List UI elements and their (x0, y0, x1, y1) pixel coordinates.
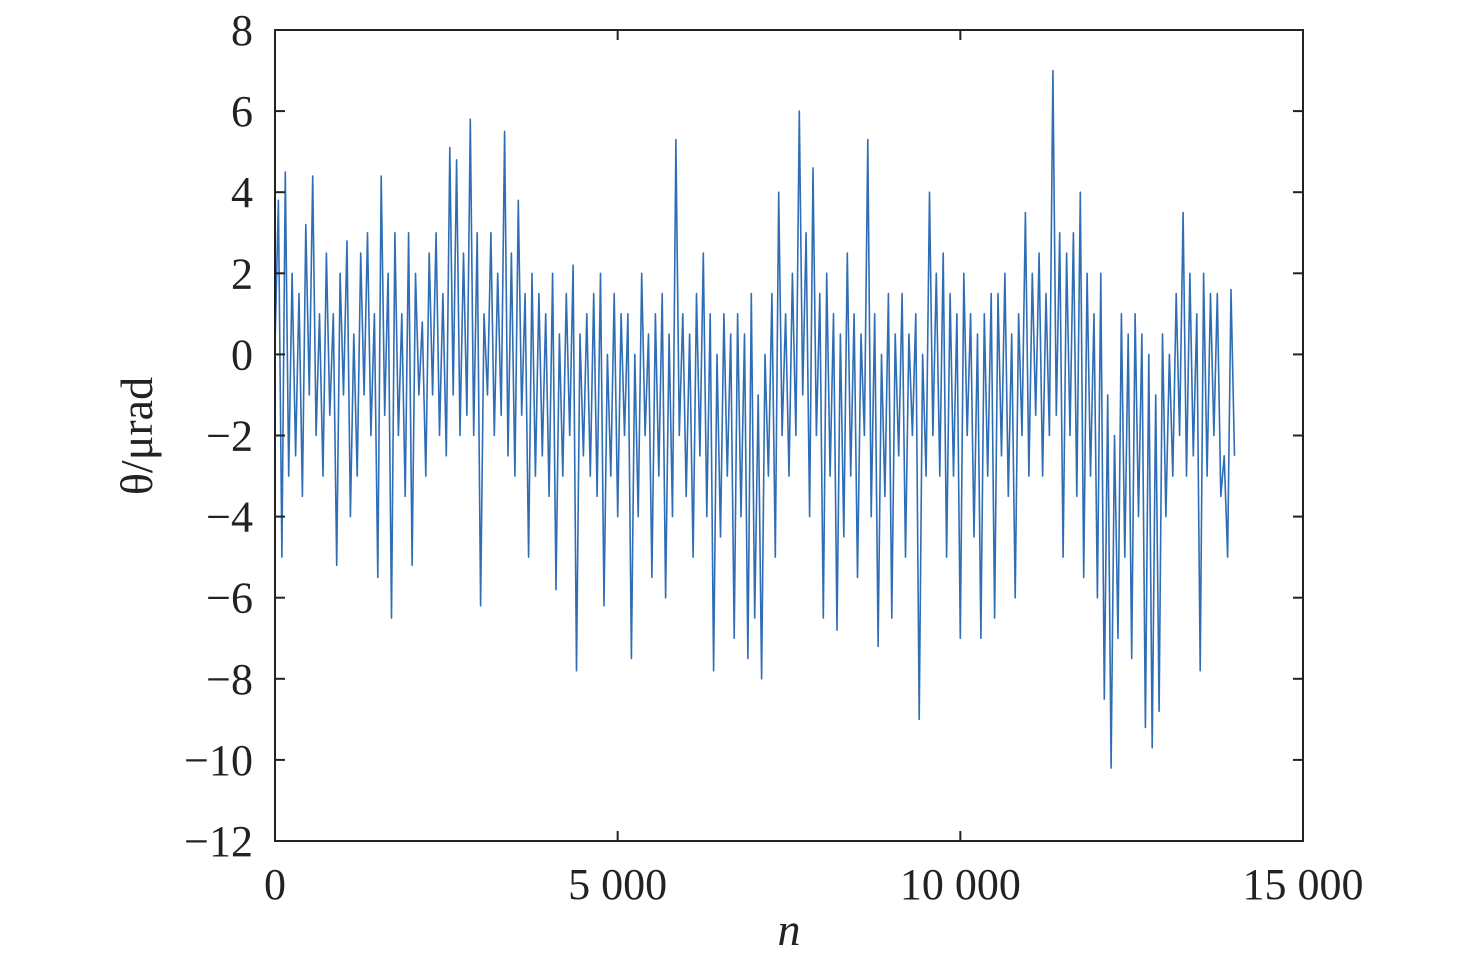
y-tick-label: −10 (184, 736, 253, 785)
x-tick-label: 0 (264, 860, 286, 909)
y-tick-label: −8 (206, 655, 253, 704)
x-axis-label: n (778, 904, 801, 955)
y-tick-label: −2 (206, 412, 253, 461)
y-tick-label: 0 (231, 330, 253, 379)
y-tick-label: −4 (206, 493, 253, 542)
x-tick-label: 5 000 (568, 860, 667, 909)
y-tick-label: −12 (184, 817, 253, 866)
y-tick-label: 2 (231, 249, 253, 298)
series-line-0 (274, 69, 1236, 769)
x-tick-label: 10 000 (900, 860, 1021, 909)
x-tick-label: 15 000 (1243, 860, 1364, 909)
series-layer (274, 69, 1236, 769)
tick-layer: 0 5 000 10 000 15 000 −12 −10 −8 −6 −4 −2 0 2 4 6 8 (184, 6, 1363, 909)
y-tick-label: 4 (231, 168, 253, 217)
y-tick-label: 8 (231, 6, 253, 55)
y-tick-label: 6 (231, 87, 253, 136)
y-tick-label: −6 (206, 574, 253, 623)
y-axis-label: θ/μrad (111, 377, 162, 495)
